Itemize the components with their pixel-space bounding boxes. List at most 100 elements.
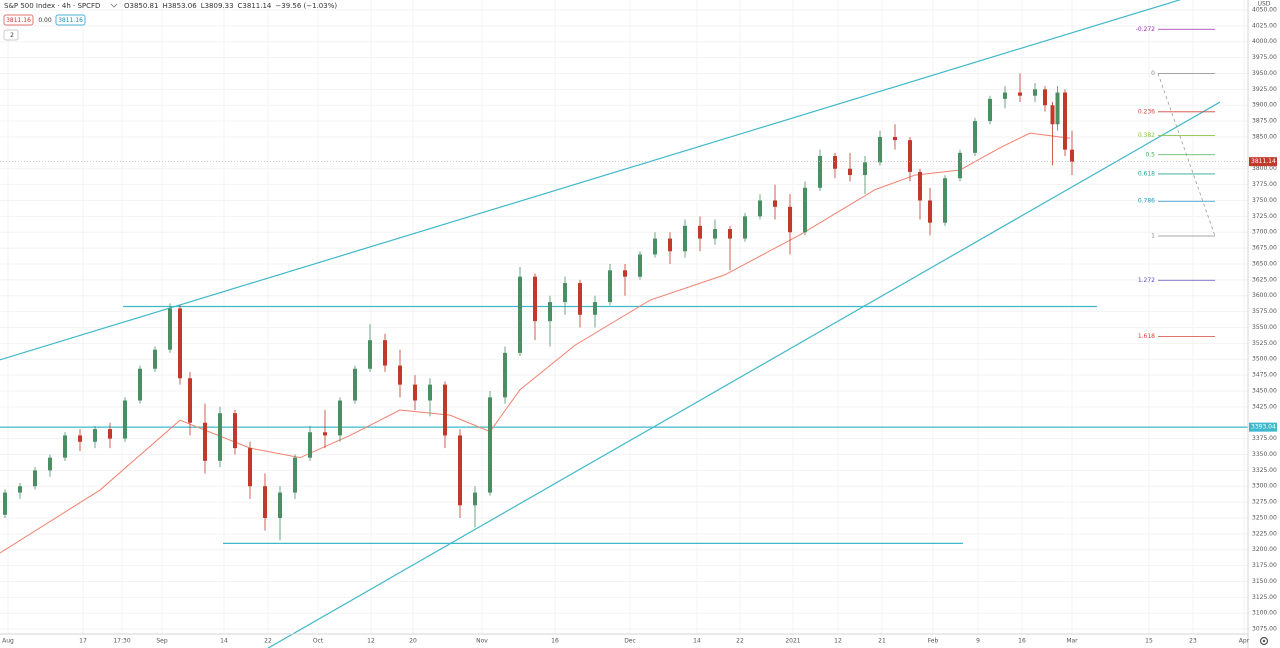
candle-body — [958, 152, 962, 179]
y-tick-label: 3375.00 — [1252, 435, 1277, 442]
y-tick-label: 3550.00 — [1252, 324, 1277, 331]
candle-body — [1018, 92, 1022, 96]
y-tick-label: 3725.00 — [1252, 213, 1277, 220]
last-price-tag — [1249, 157, 1277, 167]
candle-body — [488, 397, 492, 493]
y-tick-label: 3325.00 — [1252, 467, 1277, 474]
trend-line — [0, 0, 1181, 361]
ohlc-value: H3853.06 — [162, 2, 197, 10]
candle-body — [338, 400, 342, 436]
x-tick-label: 20 — [409, 638, 417, 645]
x-tick-label: 17:30 — [113, 638, 130, 645]
x-tick-label: 16 — [1018, 638, 1026, 645]
x-tick-label: 12 — [367, 638, 375, 645]
candle-body — [443, 384, 447, 436]
y-tick-label: 3075.00 — [1252, 626, 1277, 633]
candle-body — [48, 457, 52, 471]
candle-body — [533, 276, 537, 322]
candle-body — [788, 206, 792, 233]
candle-body — [168, 308, 172, 350]
x-tick-label: Feb — [928, 638, 939, 645]
x-tick-label: 16 — [551, 638, 559, 645]
trend-line — [267, 101, 1221, 648]
level-label: 3393.04 — [1251, 424, 1276, 431]
input-box[interactable] — [55, 14, 86, 26]
candle-body — [93, 429, 97, 442]
y-tick-label: 3200.00 — [1252, 546, 1277, 553]
x-tick-label: 21 — [878, 638, 886, 645]
y-tick-label: 3100.00 — [1252, 610, 1277, 617]
candle-body — [518, 276, 522, 353]
y-tick-label: 3250.00 — [1252, 514, 1277, 521]
candle-body — [293, 457, 297, 493]
y-tick-label: 3600.00 — [1252, 292, 1277, 299]
candle-body — [698, 225, 702, 239]
x-tick-label: Nov — [476, 638, 488, 645]
plot: -0.272 0 0.236 0.382 0.5 0.618 0.786 1 1.272 1.61… — [0, 0, 1248, 648]
collapse-icon[interactable] — [110, 3, 118, 8]
candle-body — [308, 432, 312, 458]
x-tick-label: 22 — [264, 638, 272, 645]
y-tick-label: 3475.00 — [1252, 372, 1277, 379]
last-price-label: 3811.14 — [1251, 158, 1276, 165]
x-tick-label: Sep — [156, 638, 168, 645]
candle-body — [233, 413, 237, 449]
candle-body — [18, 486, 22, 493]
candle-body — [803, 187, 807, 233]
fib-label: 0.5 — [1145, 151, 1155, 158]
candle-body — [563, 283, 567, 303]
candle-body — [1055, 92, 1060, 125]
y-tick-label: 3275.00 — [1252, 499, 1277, 506]
y-tick-label: 3800.00 — [1252, 165, 1277, 172]
ohlc-value: O3850.81 — [124, 2, 158, 10]
candle-body — [1043, 89, 1047, 106]
candle-body — [1050, 105, 1055, 125]
candle-body — [638, 254, 642, 277]
y-tick-label: 3450.00 — [1252, 387, 1277, 394]
candle-body — [188, 378, 192, 423]
y-tick-label: 3650.00 — [1252, 260, 1277, 267]
y-tick-label: 3975.00 — [1252, 54, 1277, 61]
ohlc: O3850.81 H3853.06 L3809.33 C3811.14 −39.56 (… — [124, 2, 337, 10]
y-tick-label: 3350.00 — [1252, 451, 1277, 458]
ohlc-value: C3811.14 — [238, 2, 272, 10]
x-tick-label: Aug — [2, 638, 14, 645]
candle-body — [138, 368, 142, 401]
candle-body — [323, 432, 327, 436]
y-tick-label: 4050.00 — [1252, 6, 1277, 13]
candle-body — [178, 308, 182, 379]
x-tick-label: 22 — [736, 638, 744, 645]
candle-body — [413, 384, 417, 401]
fib-label: 0 — [1151, 70, 1155, 77]
candle-body — [353, 368, 357, 401]
grid — [0, 0, 1248, 634]
candle-body — [203, 422, 207, 461]
currency: USD — [1258, 1, 1271, 8]
indicator-toggle[interactable] — [3, 29, 19, 41]
y-tick-label: 3750.00 — [1252, 197, 1277, 204]
y-tick-label: 3850.00 — [1252, 133, 1277, 140]
y-tick-label: 3950.00 — [1252, 70, 1277, 77]
x-tick-label: 12 — [834, 638, 842, 645]
candle-body — [33, 470, 37, 487]
input-box[interactable] — [3, 14, 34, 26]
candle-body — [1033, 89, 1037, 96]
ohlc-value: L3809.33 — [201, 2, 234, 10]
y-tick-label: 3575.00 — [1252, 308, 1277, 315]
settings-icon[interactable] — [1259, 636, 1269, 646]
candle-body — [973, 121, 977, 153]
y-tick-label: 3525.00 — [1252, 340, 1277, 347]
candle-body — [773, 200, 777, 207]
candle-body — [503, 352, 507, 398]
fib-label: 1 — [1151, 233, 1155, 240]
candle-body — [928, 200, 932, 223]
x-tick-label: 15 — [1145, 638, 1153, 645]
input-value: 3811.16 — [6, 17, 31, 24]
candle-body — [3, 492, 7, 515]
candle-body — [263, 486, 267, 518]
candle-body — [1003, 92, 1007, 99]
fib-label: 0.618 — [1138, 170, 1155, 177]
y-tick-label: 4000.00 — [1252, 38, 1277, 45]
